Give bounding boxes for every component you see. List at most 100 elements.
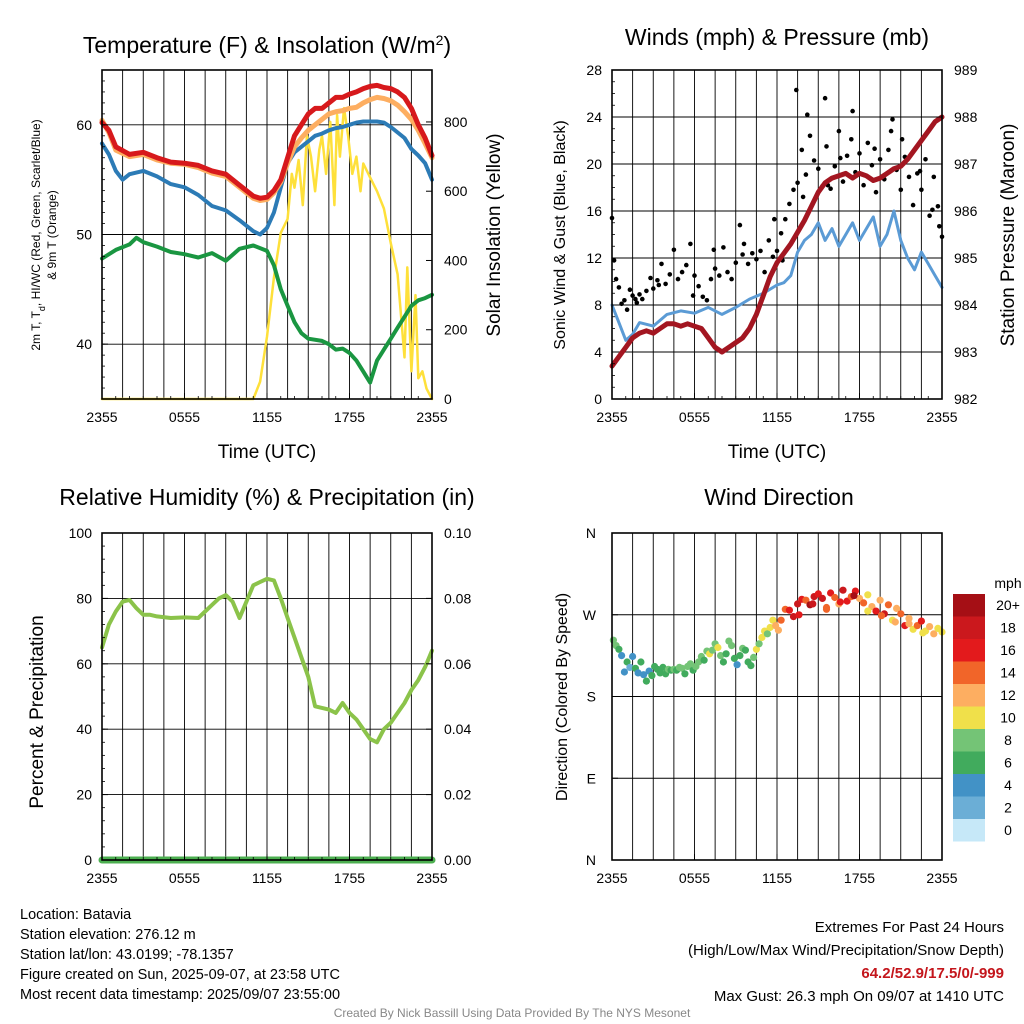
direction-point [717,652,725,660]
direction-point [640,671,648,679]
gust-point [633,296,638,302]
gust-point [740,252,745,257]
legend-label: 8 [1004,732,1012,748]
gust-point [679,269,685,275]
gust-point [873,189,879,195]
y2-tick-label: 986 [954,203,978,219]
figure-created: Figure created on Sun, 2025-09-07, at 23… [20,967,340,983]
gust-point [656,282,662,288]
gust-point [696,283,701,289]
y-tick-label: W [583,607,597,623]
direction-point [795,611,803,619]
y-tick-label: E [587,770,596,786]
gust-point [770,254,776,260]
direction-point [700,656,708,664]
extremes-subtitle: (High/Low/Max Wind/Precipitation/Snow De… [688,942,1004,959]
panel-3: 2355 0555 1155 1755 2355 0 20 40 60 80 100 0.00 0.02… [27,484,475,886]
y2-tick-label: 0.04 [444,721,471,737]
gust-point [708,276,714,282]
gust-point [616,285,622,290]
y2-tick-label: 600 [444,183,468,199]
direction-point [917,617,926,625]
legend-label: 6 [1004,755,1012,771]
series-2m-temperature [99,82,435,201]
direction-point [926,623,934,631]
y-tick-label: 0 [594,391,602,407]
y-tick-label: 100 [69,525,93,541]
gust-point [811,158,817,163]
legend-swatch [953,639,985,662]
x-tick-label: 1155 [762,870,792,886]
gust-point [772,216,777,222]
direction-point [741,646,750,654]
y2-tick-label: 982 [954,391,978,407]
gust-point [733,260,739,266]
y-label-subscript: d [37,306,47,311]
y2-tick-label: 0.06 [444,656,471,672]
direction-point [766,623,774,632]
gust-point [865,140,871,146]
series-sonic-wind [610,209,944,342]
direction-point [789,613,798,621]
direction-point [637,658,645,666]
gust-point [872,146,877,151]
gust-point [822,95,828,101]
y-tick-label: 60 [76,656,92,672]
x-tick-label: 2355 [596,409,627,425]
direction-point [822,603,831,612]
direction-point [620,668,629,676]
extremes-values: 64.2/52.9/17.5/0/-999 [861,965,1004,982]
direction-point [809,600,817,608]
legend-swatch [953,616,985,639]
direction-point [794,600,802,608]
y-tick-label: 20 [586,156,602,172]
gust-point [774,248,780,254]
x-tick-label: 2355 [416,409,447,425]
gust-point [794,87,799,93]
panel-1: 2355 0555 1155 1755 23554050600200400600800T… [29,32,505,463]
x-tick-label: 1155 [252,870,282,886]
title-close: ) [443,32,451,58]
chart-title: Winds (mph) & Pressure (mb) [625,24,929,50]
legend-swatch [953,706,985,729]
x-tick-label: 0555 [169,409,200,425]
gust-point [611,258,617,263]
direction-point [831,593,839,602]
y-axis-label: Percent & Precipitation [27,615,48,808]
station-latlon: Station lat/lon: 43.0199; -78.1357 [20,947,234,963]
legend-swatch [953,796,985,819]
y2-tick-label: 200 [444,322,468,338]
direction-point [872,607,880,615]
gust-point [832,164,838,169]
direction-point [708,646,717,654]
direction-point [752,645,761,653]
gust-point [762,269,767,275]
speed-legend: mph 20+ 18 16 14 12 10 8 6 4 2 0 [953,575,1022,842]
y-tick-label: 4 [594,344,602,360]
direction-point [876,596,884,604]
gust-point [758,248,763,254]
direction-point [755,640,763,648]
gust-point [898,187,904,193]
direction-point [695,658,703,666]
gust-point [704,298,710,303]
y-tick-label: 16 [586,203,602,219]
y-axis-label: Direction (Colored By Speed) [554,593,571,801]
gust-point [799,147,805,153]
legend-swatch [953,819,985,842]
direction-point [623,658,631,666]
gust-point [910,202,916,208]
gust-point [931,174,937,180]
y2-tick-label: 0.10 [444,525,471,541]
direction-point [681,670,689,678]
extremes-title: Extremes For Past 24 Hours [814,919,1004,936]
legend-label: 14 [1000,665,1016,681]
gust-point [688,241,693,247]
y-tick-label: S [587,689,596,705]
direction-point [860,599,868,607]
gust-point [766,238,772,243]
x-tick-label: 1755 [334,870,365,886]
direction-point [634,669,642,677]
